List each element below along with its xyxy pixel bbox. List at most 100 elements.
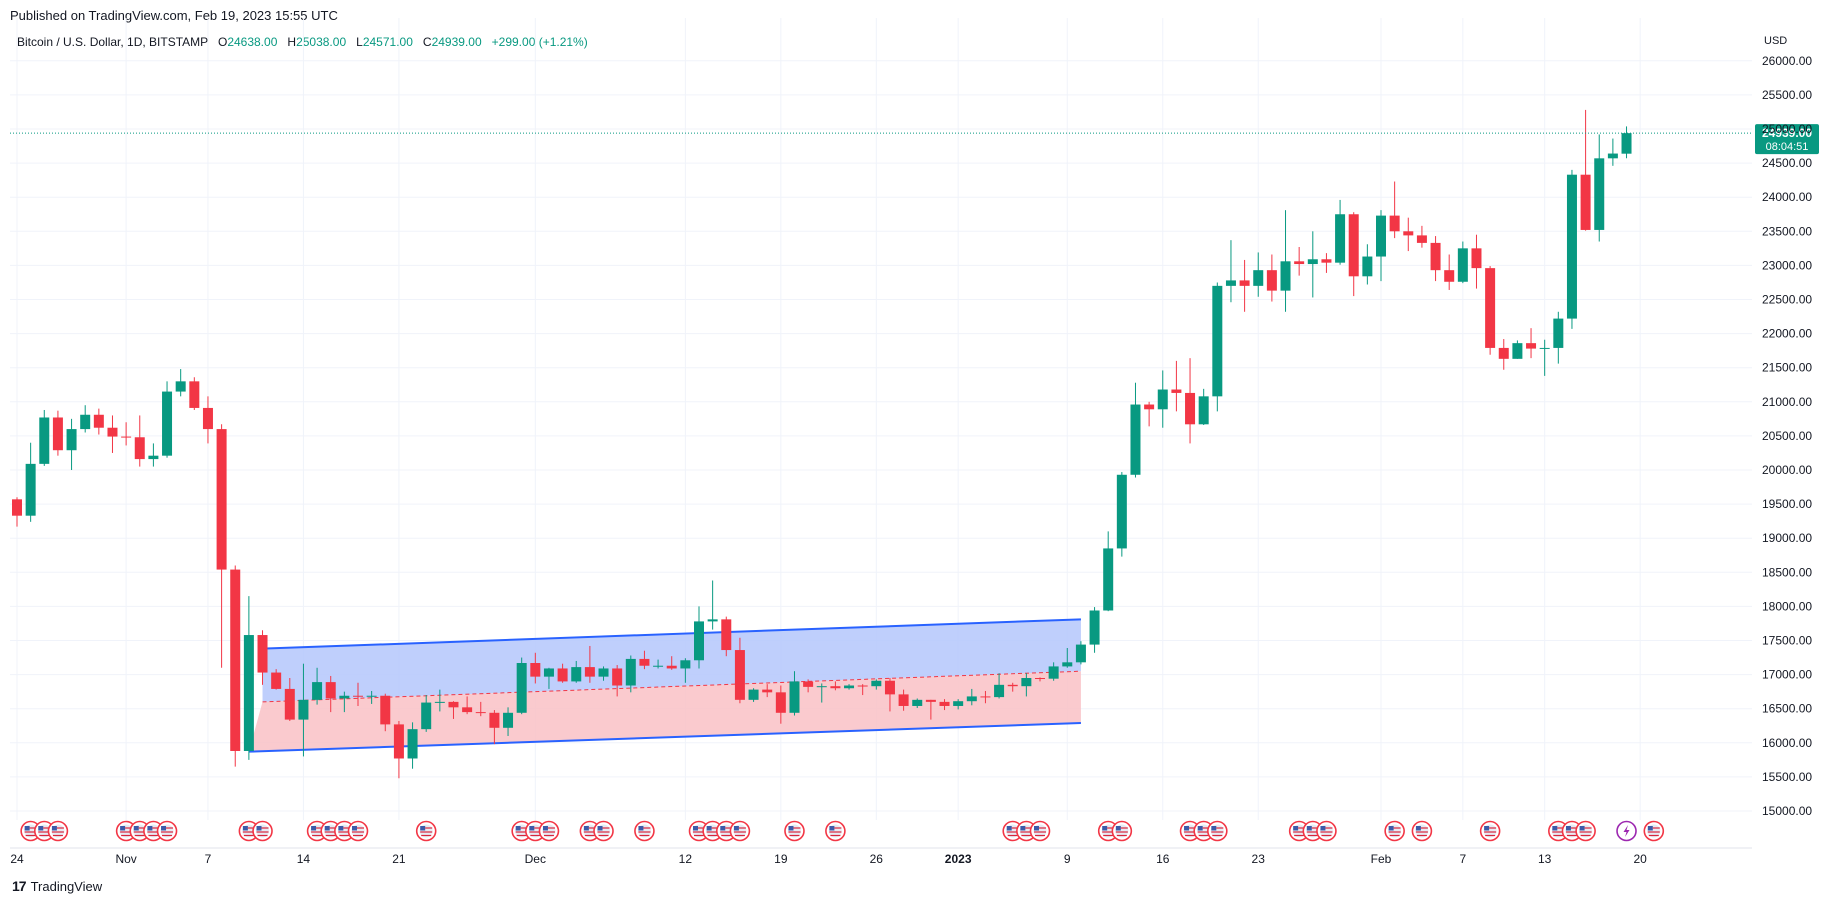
parallel-channel[interactable] [248, 618, 1081, 753]
candle-body [857, 685, 868, 687]
lightning-bolt [1623, 825, 1630, 837]
x-tick-label: 14 [297, 852, 311, 866]
candle-body [93, 414, 104, 428]
tradingview-footer[interactable]: 17 TradingView [12, 878, 102, 894]
candle-body [1048, 666, 1059, 679]
us-flag-canton [51, 826, 57, 831]
x-tick-label: 20 [1633, 852, 1647, 866]
candle-body [1185, 392, 1196, 425]
candle-body [1335, 214, 1346, 263]
candle-body [748, 689, 759, 700]
x-tick-label: 12 [679, 852, 693, 866]
us-flag-canton [311, 826, 317, 831]
candle-body [434, 701, 445, 703]
candle-body [107, 427, 118, 437]
candle-body [1035, 678, 1045, 680]
candle-body [121, 436, 132, 438]
symbol-name: Bitcoin / U.S. Dollar, 1D, BITSTAMP [17, 35, 208, 49]
candle-body [52, 417, 63, 451]
candle-body [1007, 684, 1018, 687]
y-tick-label: 16000.00 [1762, 736, 1812, 750]
candle-body [25, 463, 36, 516]
x-tick-label: Dec [525, 852, 546, 866]
y-tick-label: 21000.00 [1762, 395, 1812, 409]
x-tick-label: 26 [870, 852, 884, 866]
candle-body [1430, 242, 1441, 271]
candle-body [216, 429, 227, 570]
time-axis[interactable]: 24 Nov 7 14 21 Dec 12 19 26 2023 9 16 23 Feb 7 13 20 [10, 847, 1752, 866]
candle-body [407, 729, 418, 759]
x-tick-label: Nov [115, 852, 136, 866]
change-value: +299.00 (+1.21%) [491, 35, 588, 49]
y-tick-label: 19000.00 [1762, 531, 1812, 545]
candle-body [1116, 474, 1127, 549]
us-flag-canton [1211, 826, 1217, 831]
candle-body [380, 695, 391, 725]
y-tick-label: 21500.00 [1762, 361, 1812, 375]
candle-body [844, 685, 855, 689]
candle-body [1594, 158, 1605, 230]
y-tick-label: 25000.00 [1762, 122, 1812, 136]
candle-body [1580, 174, 1591, 230]
price-tag-box [1755, 124, 1819, 155]
candle-body [966, 696, 977, 702]
y-tick-label: 17000.00 [1762, 668, 1812, 682]
candle-body [516, 663, 527, 713]
candle-body [1607, 153, 1618, 159]
candle-body [1457, 248, 1468, 282]
candle-body [12, 499, 22, 516]
us-flag-canton [1197, 826, 1203, 831]
us-flag-canton [420, 826, 426, 831]
low-value: 24571.00 [362, 35, 413, 49]
candle-body [1348, 214, 1359, 277]
candle-body [1103, 548, 1114, 611]
us-flag-canton [1579, 826, 1585, 831]
candle-body [1239, 280, 1250, 286]
us-flag-canton [706, 826, 712, 831]
published-caption: Published on TradingView.com, Feb 19, 20… [10, 8, 338, 23]
candle-body [66, 429, 77, 451]
us-flag-canton [1102, 826, 1108, 831]
candle-body [830, 686, 841, 689]
us-flag-canton [1020, 826, 1026, 831]
y-tick-label: 18000.00 [1762, 599, 1812, 613]
y-tick-label: 23000.00 [1762, 258, 1812, 272]
y-tick-label: 18500.00 [1762, 565, 1812, 579]
candle-body [353, 695, 363, 697]
candle-body [1416, 235, 1427, 243]
candle-body [557, 668, 568, 682]
us-flag-canton [24, 826, 30, 831]
us-flag-canton [829, 826, 835, 831]
candle-body [1130, 404, 1141, 475]
us-flag-canton [638, 826, 644, 831]
candle-body [639, 658, 650, 666]
candle-body [1553, 318, 1564, 348]
candle-body [1225, 280, 1236, 286]
candle-body [543, 668, 554, 677]
candle-body [1621, 133, 1632, 154]
candle-body [530, 663, 541, 677]
candle-body [666, 665, 677, 669]
x-tick-label: 21 [392, 852, 406, 866]
us-flag-canton [1034, 826, 1039, 831]
candle-body [366, 695, 377, 697]
candle-body [612, 668, 623, 686]
price-axis[interactable]: 26000.00 25500.00 25000.00 24500.00 24000.00… [1762, 35, 1812, 818]
us-flag-canton [147, 826, 153, 831]
candle-body [1075, 644, 1086, 663]
channel-mid-line [262, 670, 1081, 703]
us-flag-canton [352, 826, 357, 831]
candle-body [339, 695, 350, 699]
x-tick-label: 19 [774, 852, 788, 866]
y-tick-label: 20500.00 [1762, 429, 1812, 443]
candle-body [80, 414, 91, 430]
us-flag-canton [161, 826, 167, 831]
candle-body [625, 658, 636, 686]
us-flag-canton [693, 826, 698, 831]
candle-body [162, 391, 173, 456]
us-flag-canton [133, 826, 139, 831]
candle-body [939, 701, 950, 706]
candle-body [1526, 343, 1537, 349]
